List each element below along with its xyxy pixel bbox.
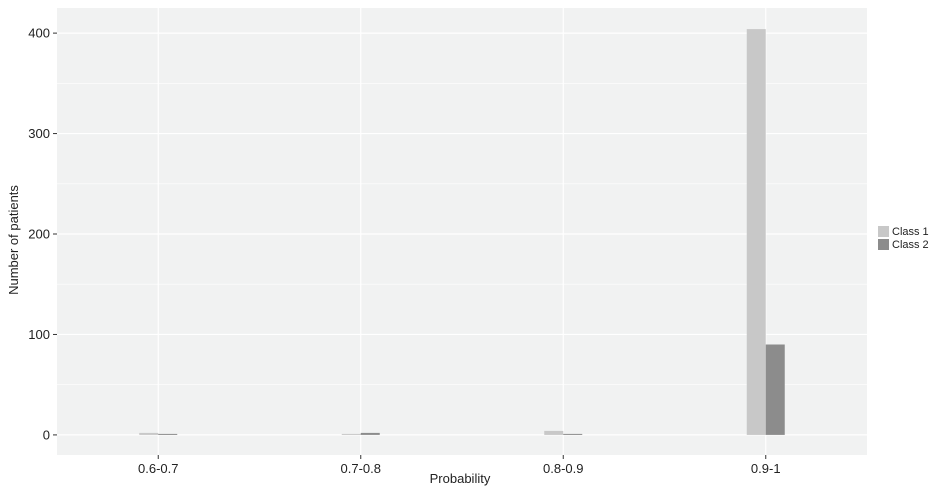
legend-label: Class 1	[892, 226, 929, 238]
y-tick-label: 300	[28, 126, 50, 141]
x-tick-label: 0.6-0.7	[138, 461, 178, 476]
bar	[158, 433, 178, 435]
bar	[544, 430, 564, 435]
bars	[139, 29, 785, 435]
bar	[563, 433, 583, 435]
x-tick-label: 0.7-0.8	[341, 461, 381, 476]
bar	[746, 29, 766, 435]
plot-panel	[57, 8, 867, 455]
x-tick-label: 0.9-1	[751, 461, 781, 476]
bar	[360, 432, 380, 435]
x-axis-ticks: 0.6-0.7 0.7-0.8 0.8-0.9 0.9-1	[138, 455, 781, 476]
y-axis-ticks: 0 100 200 300 400	[28, 26, 57, 442]
bar	[139, 432, 159, 435]
y-axis-title: Number of patients	[6, 185, 21, 295]
x-axis-title: Probability	[430, 471, 491, 486]
y-tick-label: 400	[28, 26, 50, 41]
x-tick-label: 0.8-0.9	[543, 461, 583, 476]
y-tick-label: 200	[28, 227, 50, 242]
bar	[765, 344, 785, 435]
legend-swatch	[878, 239, 889, 250]
bar	[341, 433, 361, 435]
y-tick-label: 0	[43, 427, 50, 442]
y-tick-label: 100	[28, 327, 50, 342]
legend-label: Class 2	[892, 239, 929, 251]
legend-swatch	[878, 226, 889, 237]
